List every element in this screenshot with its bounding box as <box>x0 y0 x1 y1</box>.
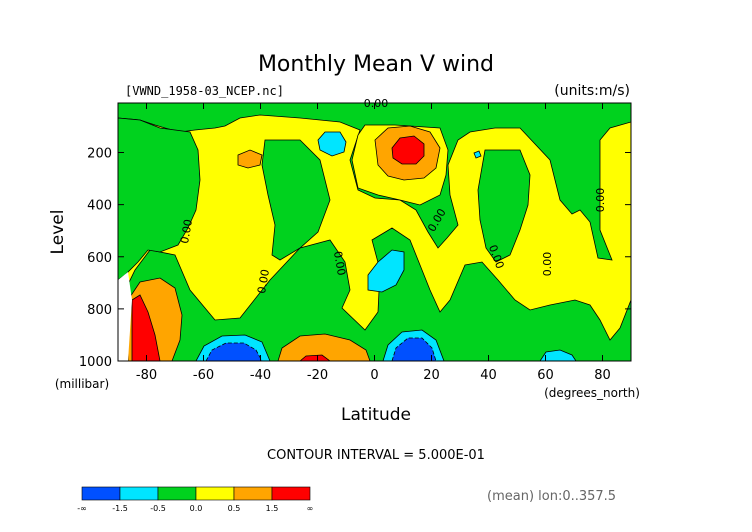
y-axis: 200 400 600 800 1000 <box>79 147 631 370</box>
contour-label: 0.00 <box>364 97 389 110</box>
colorbar-swatch <box>157 486 197 501</box>
colorbar-tick-label: -∞ <box>77 504 87 513</box>
colorbar-swatch <box>195 486 235 501</box>
x-tick-label: -20 <box>307 368 328 383</box>
colorbar-swatch <box>119 486 159 501</box>
field-blue-bottom-left <box>205 342 263 361</box>
field-cyan-bottom-right <box>539 349 577 361</box>
field-cyan-dot <box>473 150 482 159</box>
field-green-mid-tower <box>261 139 331 261</box>
field-green-lower <box>118 227 631 361</box>
colorbar-tick-label: 1.5 <box>266 504 279 513</box>
colorbar-swatch <box>81 486 121 501</box>
colorbar-swatch <box>233 486 273 501</box>
field-cyan-upper <box>317 131 347 157</box>
contour-label: 0.00 <box>255 268 272 294</box>
field-red-bottom-left <box>131 294 161 361</box>
x-tick-label: -60 <box>193 368 214 383</box>
contour-label: 0.00 <box>178 218 195 244</box>
colorbar-swatch <box>271 486 311 501</box>
field-cyan-mid <box>367 249 405 293</box>
field-missing-corner <box>118 272 132 361</box>
x-tick-label: -40 <box>250 368 271 383</box>
y-tick-label: 400 <box>87 199 112 214</box>
y-tick-label: 600 <box>87 251 112 266</box>
field-green-right-tower <box>477 149 531 263</box>
x-tick-label: -80 <box>136 368 157 383</box>
contour-labels: 0.000.000.000.000.000.00 0.000.00 <box>178 97 607 295</box>
x-tick-label: 80 <box>594 368 611 383</box>
contour-field <box>118 103 631 361</box>
contour-interval-text: CONTOUR INTERVAL = 5.000E-01 <box>267 448 485 463</box>
chart-title: Monthly Mean V wind <box>258 52 494 77</box>
footnote: (mean) lon:0..357.5 <box>487 489 616 504</box>
colorbar-tick-label: 0.0 <box>190 504 203 513</box>
contour-label: 0.00 <box>541 252 554 277</box>
dataset-label: [VWND_1958-03_NCEP.nc] <box>125 84 284 98</box>
y-tick-label: 800 <box>87 303 112 318</box>
field-red-bottom-mid <box>299 354 331 361</box>
y-axis-label: Level <box>48 210 68 255</box>
x-axis-label: Latitude <box>341 405 411 425</box>
y-tick-label: 1000 <box>79 355 112 370</box>
field-green-left-band <box>118 117 201 281</box>
colorbar-tick-label: ∞ <box>307 504 314 513</box>
field-red-upper <box>391 135 425 165</box>
colorbar-tick-label: 0.5 <box>228 504 241 513</box>
y-unit-label: (millibar) <box>55 377 109 391</box>
x-unit-label: (degrees_north) <box>544 386 640 400</box>
colorbar: -∞ -1.5 -0.5 0.0 0.5 1.5 ∞ <box>77 486 314 513</box>
x-tick-label: 60 <box>537 368 554 383</box>
y-tick-label: 200 <box>87 147 112 162</box>
field-blue-bottom-mid <box>391 337 437 361</box>
x-tick-label: 20 <box>423 368 440 383</box>
colorbar-tick-label: -0.5 <box>150 504 166 513</box>
field-orange-bottom-mid <box>277 333 371 361</box>
contour-label: 0.00 <box>331 250 348 276</box>
colorbar-tick-label: -1.5 <box>112 504 128 513</box>
x-axis: -80 -60 -40 -20 0 20 40 60 80 <box>136 103 611 383</box>
contour-label: 0.00 <box>594 188 607 213</box>
x-tick-label: 40 <box>480 368 497 383</box>
field-orange-spot <box>237 149 263 169</box>
x-tick-label: 0 <box>370 368 378 383</box>
units-label: (units:m/s) <box>554 83 630 99</box>
